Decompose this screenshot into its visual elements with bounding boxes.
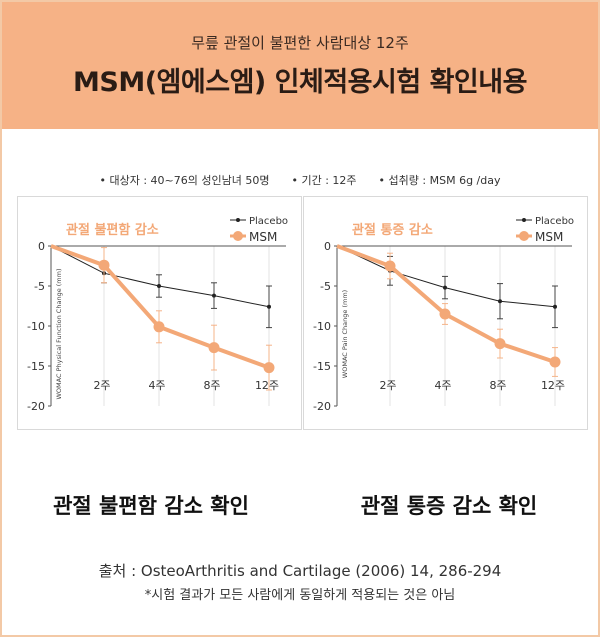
source-citation: 출처 : OsteoArthritis and Cartilage (2006)… <box>98 562 502 580</box>
msm-series-line <box>50 244 270 370</box>
disclaimer-note: *시험 결과가 모든 사람에게 동일하게 적용되는 것은 아님 <box>144 588 456 603</box>
y-tick-label: -15 <box>27 360 45 373</box>
x-tick-label: 12주 <box>255 379 279 392</box>
msm-point <box>384 260 396 272</box>
msm-point <box>494 338 506 350</box>
x-tick-label: 2주 <box>93 379 110 392</box>
placebo-point <box>498 299 502 304</box>
msm-point <box>549 356 561 368</box>
header-banner: 무릎 관절이 불편한 사람대상 12주 MSM(엠에스엠) 인체적용시험 확인내… <box>2 2 598 129</box>
msm-point <box>208 342 220 354</box>
info-dose: 섭취량 : MSM 6g /day <box>379 172 501 188</box>
legend-msm-marker <box>519 231 529 241</box>
legend-placebo-marker <box>522 218 526 222</box>
info-subjects: 대상자 : 40~76의 성인남녀 50명 <box>100 172 270 188</box>
x-tick-label: 4주 <box>148 379 165 392</box>
msm-point <box>98 259 110 271</box>
msm-point <box>439 308 451 320</box>
y-tick-label: -20 <box>313 400 331 413</box>
msm-point <box>153 321 165 333</box>
x-tick-label: 4주 <box>434 379 451 392</box>
chart-title: 관절 통증 감소 <box>352 222 433 238</box>
x-tick-label: 8주 <box>203 379 220 392</box>
y-tick-label: -10 <box>27 320 45 333</box>
y-tick-label: -5 <box>320 280 331 293</box>
placebo-point <box>443 285 447 290</box>
legend-placebo-label: Placebo <box>249 216 288 227</box>
placebo-point <box>553 304 557 309</box>
subtitle: 무릎 관절이 불편한 사람대상 12주 <box>191 34 409 52</box>
study-info: 대상자 : 40~76의 성인남녀 50명 기간 : 12주 섭취량 : MSM… <box>2 172 598 188</box>
y-tick-label: -15 <box>313 360 331 373</box>
placebo-point <box>212 293 216 298</box>
chart-function: 0 -5 -10 -15 -20 2주 4주 8주 12주 WOMAC Physical Func… <box>27 216 288 413</box>
legend-msm-label: MSM <box>249 230 277 244</box>
x-tick-label: 12주 <box>541 379 565 392</box>
chart-title: 관절 불편함 감소 <box>66 222 159 238</box>
placebo-point <box>157 284 161 288</box>
caption-function: 관절 불편함 감소 확인 <box>53 494 249 518</box>
y-tick-label: -5 <box>34 280 45 293</box>
msm-point <box>263 362 275 374</box>
info-period: 기간 : 12주 <box>291 172 356 188</box>
chart-pain: 0 -5 -10 -15 -20 2주 4주 8주 12주 WOMAC Pain Change (… <box>313 216 574 413</box>
y-axis-label: WOMAC Pain Change (mm) <box>341 290 349 378</box>
y-axis-label: WOMAC Physical Function Change (mm) <box>55 269 63 400</box>
y-tick-label: 0 <box>324 240 331 253</box>
caption-pain: 관절 통증 감소 확인 <box>360 494 538 518</box>
x-tick-label: 8주 <box>489 379 506 392</box>
legend-msm-marker <box>233 231 243 241</box>
y-tick-label: -10 <box>313 320 331 333</box>
chart-panel-pain: 0 -5 -10 -15 -20 2주 4주 8주 12주 WOMAC Pain Change (… <box>303 196 588 430</box>
legend-placebo-marker <box>236 218 240 222</box>
y-tick-label: 0 <box>38 240 45 253</box>
y-tick-label: -20 <box>27 400 45 413</box>
legend-msm-label: MSM <box>535 230 563 244</box>
x-tick-label: 2주 <box>379 379 396 392</box>
legend-placebo-label: Placebo <box>535 216 574 227</box>
page-title: MSM(엠에스엠) 인체적용시험 확인내용 <box>73 67 527 98</box>
placebo-point <box>267 304 271 309</box>
chart-panel-function: 0 -5 -10 -15 -20 2주 4주 8주 12주 WOMAC Physical Func… <box>17 196 302 430</box>
